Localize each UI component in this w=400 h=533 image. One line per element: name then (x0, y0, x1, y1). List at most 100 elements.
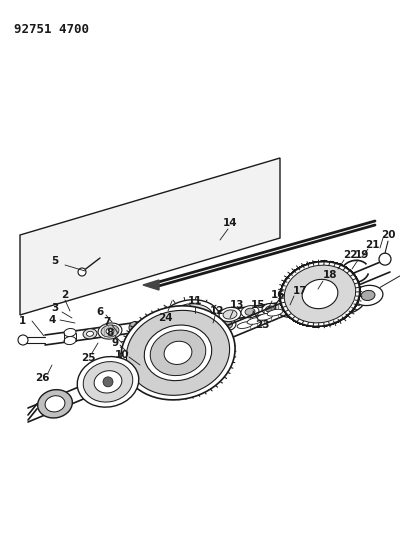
Ellipse shape (280, 262, 360, 326)
Ellipse shape (280, 262, 360, 326)
Ellipse shape (266, 306, 274, 312)
Ellipse shape (353, 285, 383, 305)
Text: 15: 15 (251, 300, 265, 310)
Text: 16: 16 (271, 290, 285, 300)
Ellipse shape (280, 262, 360, 326)
Text: 4: 4 (48, 315, 56, 325)
Ellipse shape (106, 328, 114, 334)
Circle shape (379, 253, 391, 265)
Ellipse shape (280, 262, 360, 326)
Text: 3: 3 (51, 303, 59, 313)
Ellipse shape (280, 262, 360, 326)
Ellipse shape (280, 262, 360, 326)
Ellipse shape (280, 262, 360, 326)
Circle shape (103, 377, 113, 387)
Ellipse shape (307, 297, 323, 308)
Ellipse shape (280, 262, 360, 326)
Ellipse shape (245, 308, 255, 315)
Ellipse shape (361, 290, 375, 301)
Circle shape (18, 335, 28, 345)
Ellipse shape (64, 328, 76, 337)
Ellipse shape (280, 262, 360, 326)
Ellipse shape (121, 306, 235, 400)
Ellipse shape (280, 262, 360, 326)
Ellipse shape (284, 300, 302, 312)
Ellipse shape (280, 262, 360, 326)
Ellipse shape (280, 262, 360, 326)
Ellipse shape (280, 262, 360, 326)
Ellipse shape (144, 325, 212, 381)
Ellipse shape (164, 341, 192, 365)
Ellipse shape (218, 319, 236, 331)
Ellipse shape (280, 262, 360, 326)
Ellipse shape (83, 329, 97, 339)
Ellipse shape (64, 336, 76, 345)
Ellipse shape (280, 262, 360, 326)
Ellipse shape (126, 310, 230, 395)
Ellipse shape (333, 292, 353, 305)
Ellipse shape (241, 305, 259, 318)
Ellipse shape (280, 262, 360, 326)
Circle shape (184, 304, 192, 312)
Ellipse shape (77, 357, 139, 407)
Text: 7: 7 (103, 317, 111, 327)
Text: 18: 18 (323, 270, 337, 280)
Ellipse shape (83, 361, 133, 402)
Text: 2: 2 (61, 290, 69, 300)
Circle shape (172, 324, 180, 332)
Ellipse shape (280, 262, 360, 326)
Ellipse shape (101, 325, 119, 337)
Ellipse shape (280, 262, 360, 326)
Text: 13: 13 (230, 300, 244, 310)
Ellipse shape (280, 262, 360, 326)
Ellipse shape (267, 309, 283, 316)
Ellipse shape (284, 265, 356, 323)
Ellipse shape (280, 262, 360, 326)
Ellipse shape (280, 262, 360, 326)
Text: 8: 8 (106, 328, 114, 338)
Ellipse shape (182, 314, 198, 326)
Ellipse shape (280, 262, 360, 326)
Ellipse shape (98, 323, 122, 339)
Text: 25: 25 (81, 353, 95, 363)
Polygon shape (143, 280, 159, 290)
Text: 21: 21 (365, 240, 379, 250)
Ellipse shape (280, 262, 360, 326)
Text: 12: 12 (210, 306, 224, 316)
Ellipse shape (280, 262, 360, 326)
Ellipse shape (262, 303, 278, 314)
Circle shape (129, 321, 141, 334)
Ellipse shape (38, 390, 72, 418)
Text: 24: 24 (158, 313, 172, 323)
Text: 1: 1 (18, 316, 26, 326)
Ellipse shape (86, 332, 94, 336)
Ellipse shape (219, 308, 241, 321)
Ellipse shape (45, 395, 65, 412)
Ellipse shape (280, 262, 360, 326)
Polygon shape (20, 158, 280, 315)
Ellipse shape (280, 262, 360, 326)
Ellipse shape (325, 287, 361, 311)
Ellipse shape (280, 262, 360, 326)
Ellipse shape (302, 279, 338, 309)
Text: 10: 10 (115, 350, 129, 360)
Text: 14: 14 (223, 218, 237, 228)
Ellipse shape (280, 262, 360, 326)
Text: 19: 19 (355, 250, 369, 260)
Ellipse shape (150, 330, 206, 376)
Text: 20: 20 (381, 230, 395, 240)
Text: 5: 5 (51, 256, 59, 266)
Ellipse shape (280, 262, 360, 326)
Ellipse shape (320, 283, 366, 314)
Ellipse shape (257, 313, 273, 320)
Circle shape (203, 320, 211, 328)
Ellipse shape (94, 371, 122, 393)
Text: 26: 26 (35, 373, 49, 383)
Ellipse shape (280, 262, 360, 326)
Ellipse shape (280, 262, 360, 326)
Ellipse shape (280, 262, 360, 326)
Ellipse shape (280, 262, 360, 326)
Ellipse shape (237, 322, 253, 328)
Ellipse shape (276, 294, 310, 318)
Ellipse shape (166, 304, 214, 336)
